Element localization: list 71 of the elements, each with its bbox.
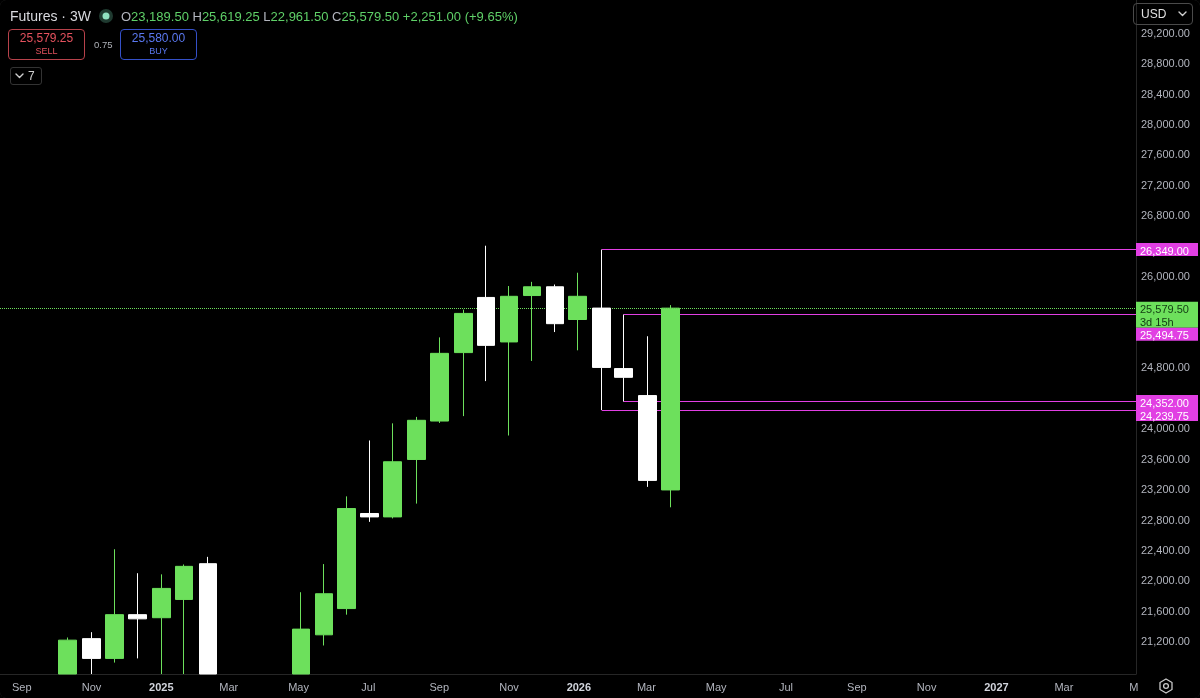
x-tick-label: 2025 [149,680,174,693]
text: Futures · 3W [10,8,91,24]
buy-button[interactable]: 25,580.00 BUY [120,29,197,60]
ref-line-label: 25,494.75 [1140,329,1189,342]
annotation: BUY [149,46,168,57]
x-tick-label: Sep [429,680,450,693]
y-tick-label: 26,800.00 [1141,209,1190,222]
candlestick [82,631,101,675]
y-tick-label: 26,000.00 [1141,270,1190,283]
ref-line-label: 25,579.50 3d 15h [1140,303,1189,329]
x-tick-label: Sep [11,680,32,693]
annotation: O23,189.50 H25,619.25 L22,961.50 C25,579.50 +2,251.00 (+9.65%) [120,8,518,24]
annotation: 7 [28,69,35,83]
x-tick-label: Mar [219,680,239,693]
x-tick-label: Nov [499,680,520,693]
y-tick-label: 28,000.00 [1141,118,1190,130]
y-tick-label: 28,400.00 [1141,87,1190,100]
candlestick [315,563,333,646]
candlestick [638,335,657,488]
x-tick-label: Mar [1054,680,1074,693]
x-tick-label: Mar [636,680,657,693]
x-tick-label: Jul [778,680,793,693]
y-tick-label: 22,800.00 [1141,513,1190,526]
candlestick [152,573,171,675]
x-tick-label: May [288,680,310,693]
candlestick [383,422,402,519]
annotation: SELL [35,46,58,57]
annotation: 25,580.00 [131,31,186,47]
candlestick [592,249,611,411]
x-tick-label: Nov [916,680,937,693]
x-tick-label: M [1129,680,1139,693]
y-tick-label: 22,400.00 [1141,544,1190,556]
candlestick [175,563,193,675]
y-tick-label: 28,800.00 [1141,57,1190,70]
y-tick-label: 27,600.00 [1141,148,1190,161]
x-tick-label: 2026 [566,680,592,693]
x-tick-label: Jul [361,680,376,693]
candlestick [128,572,147,659]
candlestick [407,416,426,505]
candlestick [199,556,217,675]
y-tick-label: 23,200.00 [1141,483,1190,496]
candlestick [454,309,473,417]
candlestick [292,591,310,675]
y-tick-label: 22,000.00 [1141,574,1190,587]
y-tick-label: 23,600.00 [1141,452,1190,465]
collapse-button[interactable]: 7 [10,67,42,85]
ref-line-label: 24,352.00 [1140,396,1189,409]
sell-button[interactable]: 25,579.25 SELL [8,29,85,60]
annotation: 25,579.25 [19,31,74,47]
candlestick [477,245,495,382]
x-tick-label: Nov [81,680,102,693]
y-tick-label: 21,200.00 [1141,635,1190,648]
y-tick-label: 24,800.00 [1141,361,1190,374]
candlestick [546,284,564,333]
candlestick [360,439,379,523]
ref-line-label: 24,239.75 [1140,409,1189,422]
x-tick-label: May [705,680,728,693]
y-tick-label: 29,200.00 [1141,26,1190,39]
currency-dropdown[interactable]: USD [1133,3,1193,25]
y-tick-label: 24,000.00 [1141,422,1190,435]
x-tick-label: Sep [847,680,867,693]
candlestick [430,336,449,424]
candlestick [337,495,356,616]
candlestick [105,548,124,664]
y-tick-label: 27,200.00 [1141,178,1190,191]
candlestick [614,314,633,403]
ref-line-label: 26,349.00 [1140,244,1189,257]
candlestick [58,636,77,675]
x-tick-label: 2027 [984,680,1009,693]
annotation: 0.75 [94,39,113,50]
y-tick-label: 21,600.00 [1141,604,1190,617]
